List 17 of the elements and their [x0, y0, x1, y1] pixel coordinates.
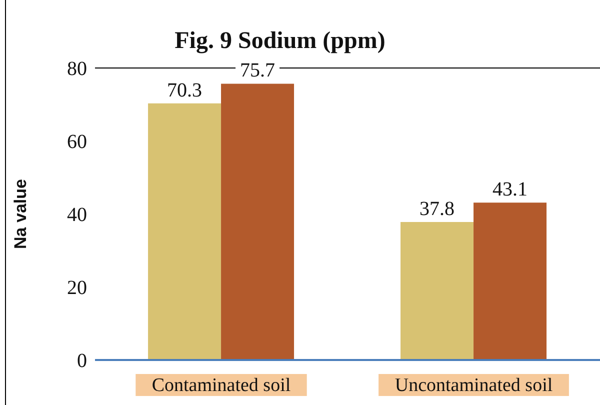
bar — [474, 202, 547, 360]
data-label: 75.7 — [240, 60, 276, 82]
x-tick-label: Uncontaminated soil — [394, 375, 553, 396]
y-tick-label: 20 — [67, 277, 87, 300]
y-tick-label: 60 — [67, 131, 87, 154]
bar — [221, 84, 294, 360]
data-label: 70.3 — [167, 79, 202, 102]
y-axis-title: Na value — [11, 179, 30, 249]
y-tick-label: 40 — [67, 204, 87, 226]
y-tick-label: 0 — [77, 350, 87, 372]
bar — [148, 103, 222, 360]
bar — [400, 222, 474, 360]
x-tick-label: Contaminated soil — [152, 375, 291, 396]
y-tick-label: 80 — [67, 58, 87, 80]
chart-title: Fig. 9 Sodium (ppm) — [174, 28, 386, 55]
data-label: 43.1 — [492, 178, 528, 201]
data-label: 37.8 — [420, 198, 455, 220]
